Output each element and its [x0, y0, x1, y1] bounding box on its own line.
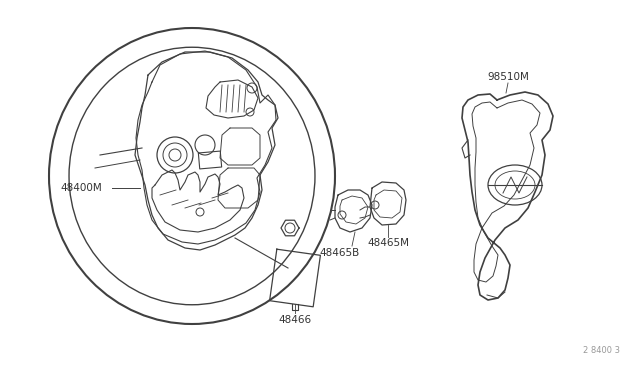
- Text: 98510M: 98510M: [487, 72, 529, 82]
- Text: 48400M: 48400M: [60, 183, 102, 193]
- Text: 48465M: 48465M: [367, 238, 409, 248]
- Text: 2 8400 3: 2 8400 3: [583, 346, 620, 355]
- Text: 48465B: 48465B: [320, 248, 360, 258]
- Text: 48466: 48466: [278, 315, 312, 325]
